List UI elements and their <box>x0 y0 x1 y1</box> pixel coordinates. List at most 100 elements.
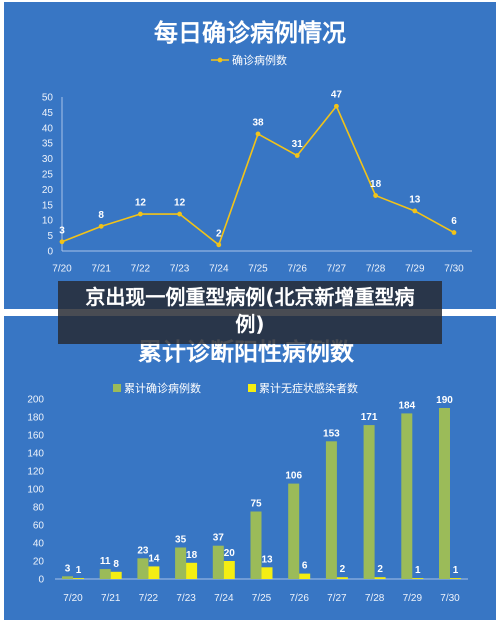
bar-confirmed <box>288 483 300 579</box>
bar-confirmed <box>250 511 262 579</box>
data-label: 35 <box>175 535 187 546</box>
y-tick-label: 20 <box>42 185 54 196</box>
x-tick-label: 7/20 <box>52 264 72 275</box>
data-label: 8 <box>98 210 104 221</box>
data-point <box>294 153 300 158</box>
bar-confirmed <box>363 425 375 579</box>
data-label: 31 <box>292 139 304 150</box>
data-label: 47 <box>331 90 343 101</box>
y-tick-label: 40 <box>42 123 54 134</box>
x-tick-label: 7/30 <box>444 264 464 275</box>
y-tick-label: 10 <box>42 216 54 227</box>
data-label: 153 <box>323 428 340 439</box>
y-tick-label: 60 <box>33 521 45 532</box>
data-point <box>138 211 143 217</box>
x-tick-label: 7/24 <box>214 593 234 604</box>
cumulative-cases-chart-panel <box>4 316 496 620</box>
data-point <box>59 239 65 245</box>
data-label: 18 <box>186 550 198 561</box>
x-tick-label: 7/29 <box>405 264 425 275</box>
data-label: 190 <box>436 395 453 406</box>
data-label: 1 <box>415 565 421 576</box>
chart-legend: 确诊病例数 <box>211 53 287 67</box>
y-tick-label: 0 <box>38 575 44 586</box>
data-point <box>255 131 261 137</box>
bar-asymptomatic <box>336 577 348 579</box>
x-tick-label: 7/22 <box>139 593 159 604</box>
y-tick-label: 25 <box>42 170 54 181</box>
data-label: 13 <box>409 194 421 205</box>
x-tick-label: 7/26 <box>287 264 307 275</box>
legend-swatch-confirmed <box>113 384 121 392</box>
y-tick-label: 80 <box>33 503 45 514</box>
data-label: 14 <box>148 553 160 564</box>
data-label: 75 <box>250 499 262 510</box>
data-point <box>373 193 378 198</box>
bar-confirmed <box>62 576 73 579</box>
x-tick-label: 7/20 <box>63 593 83 604</box>
data-point <box>451 230 457 235</box>
y-tick-label: 15 <box>42 200 54 211</box>
bar-asymptomatic <box>186 562 198 579</box>
bar-confirmed <box>325 441 337 579</box>
y-tick-label: 30 <box>42 154 54 165</box>
x-tick-label: 7/24 <box>209 264 229 275</box>
bar-asymptomatic <box>412 578 424 579</box>
data-label: 18 <box>370 179 382 190</box>
data-point <box>177 211 183 217</box>
legend-swatch-asymptomatic <box>248 384 256 392</box>
data-label: 2 <box>340 564 346 575</box>
data-label: 6 <box>302 561 308 572</box>
data-label: 12 <box>135 198 147 209</box>
data-label: 1 <box>76 565 82 576</box>
y-tick-label: 0 <box>47 247 53 258</box>
bar-confirmed <box>212 545 224 579</box>
data-label: 12 <box>174 198 186 209</box>
data-label: 184 <box>398 400 415 411</box>
x-tick-label: 7/23 <box>170 264 190 275</box>
news-caption-overlay: 京出现一例重型病例(北京新增重型病例) <box>58 281 442 344</box>
legend-label: 确诊病例数 <box>232 53 287 67</box>
legend-label-confirmed: 累计确诊病例数 <box>124 381 201 395</box>
data-point <box>334 103 339 109</box>
y-tick-label: 200 <box>27 395 44 406</box>
x-tick-label: 7/27 <box>327 264 347 275</box>
data-label: 11 <box>100 556 111 567</box>
y-tick-label: 50 <box>42 93 54 104</box>
x-tick-label: 7/27 <box>327 593 347 604</box>
chart-title: 每日确诊病例情况 <box>154 19 346 47</box>
x-tick-label: 7/28 <box>366 264 386 275</box>
y-tick-label: 20 <box>33 557 45 568</box>
data-point <box>412 208 418 214</box>
data-label: 13 <box>261 554 273 565</box>
data-label: 106 <box>285 471 302 482</box>
data-point <box>98 223 104 229</box>
y-tick-label: 160 <box>27 431 44 442</box>
data-label: 37 <box>213 533 225 544</box>
plot-area: 0 5 10 15 20 25 30 35 40 45 50 7/20 7/21 7/22 7/23 7/24… <box>42 90 472 275</box>
x-tick-label: 7/21 <box>91 264 111 275</box>
bar-asymptomatic <box>450 578 461 579</box>
x-tick-label: 7/28 <box>365 593 385 604</box>
bar-asymptomatic <box>299 573 311 579</box>
data-label: 1 <box>453 565 459 576</box>
chart-legend: 累计确诊病例数 累计无症状感染者数 <box>113 381 358 395</box>
x-tick-label: 7/23 <box>176 593 196 604</box>
legend-marker <box>217 57 223 63</box>
x-tick-label: 7/21 <box>101 593 121 604</box>
y-tick-label: 40 <box>33 539 45 550</box>
data-label: 38 <box>252 117 264 128</box>
y-tick-label: 5 <box>47 231 53 242</box>
x-tick-label: 7/25 <box>252 593 272 604</box>
data-label: 3 <box>59 225 65 236</box>
data-label: 20 <box>224 548 236 559</box>
y-tick-label: 35 <box>42 139 54 150</box>
cumulative-cases-chart: 累计诊断阳性病例数 累计确诊病例数 累计无症状感染者数 020406080100… <box>27 338 468 604</box>
bar-asymptomatic <box>223 561 235 579</box>
y-tick-label: 180 <box>27 413 44 424</box>
x-tick-label: 7/29 <box>403 593 423 604</box>
x-tick-label: 7/25 <box>248 264 268 275</box>
legend-label-asymptomatic: 累计无症状感染者数 <box>259 381 358 395</box>
bar-confirmed <box>175 547 187 579</box>
